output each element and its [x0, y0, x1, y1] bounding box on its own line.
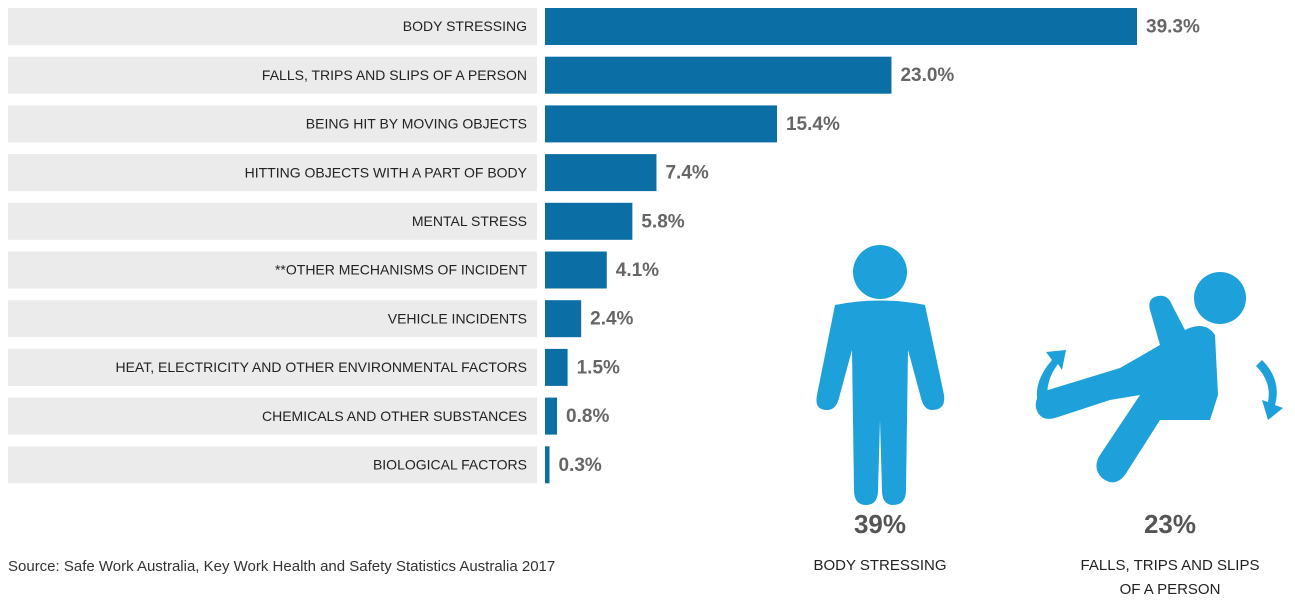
category-label: BEING HIT BY MOVING OBJECTS: [306, 116, 527, 132]
category-label: MENTAL STRESS: [412, 213, 527, 229]
label-background: [8, 202, 537, 240]
bar: [545, 154, 657, 192]
category-label: VEHICLE INCIDENTS: [388, 310, 527, 326]
icon-falling-person: [1035, 272, 1283, 483]
label-background: [8, 446, 537, 484]
bar: [545, 105, 777, 143]
value-label: 1.5%: [577, 357, 620, 378]
label-background: [8, 56, 537, 94]
value-label: 5.8%: [641, 211, 684, 232]
bar: [545, 300, 582, 338]
source: Source: Safe Work Australia, Key Work He…: [8, 558, 555, 575]
value-label: 39.3%: [1146, 17, 1200, 38]
label-background: [8, 397, 537, 435]
value-label: 15.4%: [786, 114, 840, 135]
category-label: **OTHER MECHANISMS OF INCIDENT: [275, 262, 527, 278]
highlight-label: OF A PERSON: [1120, 581, 1221, 598]
label-background: [8, 154, 537, 192]
label-background: [8, 348, 537, 386]
bar: [545, 56, 892, 94]
bar: [545, 202, 633, 240]
category-label: BODY STRESSING: [403, 18, 527, 34]
bar: [545, 348, 568, 386]
value-label: 4.1%: [616, 260, 659, 281]
highlight-figure: 23%: [1144, 509, 1196, 539]
highlight-figure: 39%: [854, 509, 906, 539]
bar: [545, 251, 607, 289]
highlight-label: BODY STRESSING: [813, 557, 946, 574]
category-label: BIOLOGICAL FACTORS: [373, 457, 527, 473]
value-label: 7.4%: [665, 163, 708, 184]
value-label: 23.0%: [900, 65, 954, 86]
bar: [545, 8, 1137, 45]
highlight-label: FALLS, TRIPS AND SLIPS: [1081, 557, 1260, 574]
category-label: HEAT, ELECTRICITY AND OTHER ENVIRONMENTA…: [115, 359, 527, 375]
label-background: [8, 105, 537, 143]
label-background: [8, 8, 537, 45]
bar: [545, 446, 550, 484]
label-background: [8, 251, 537, 289]
label-background: [8, 300, 537, 338]
category-label: FALLS, TRIPS AND SLIPS OF A PERSON: [262, 67, 527, 83]
bar: [545, 397, 558, 435]
value-label: 0.3%: [559, 455, 602, 476]
value-label: 0.8%: [566, 406, 609, 427]
category-label: CHEMICALS AND OTHER SUBSTANCES: [262, 408, 527, 424]
category-label: HITTING OBJECTS WITH A PART OF BODY: [245, 164, 528, 180]
icon-standing-person: [816, 245, 945, 505]
value-label: 2.4%: [590, 309, 633, 330]
